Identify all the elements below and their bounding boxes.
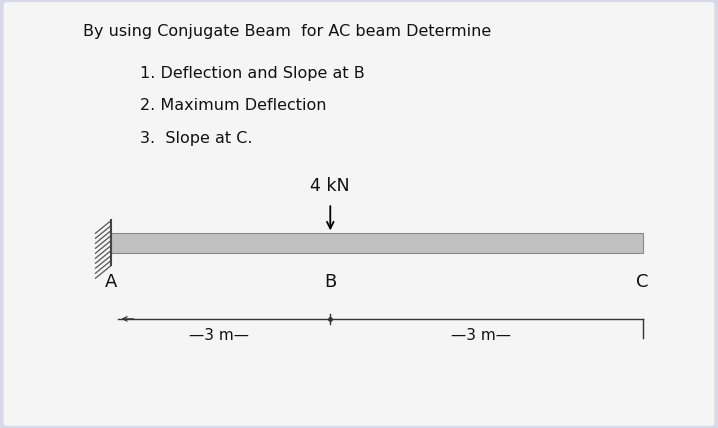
Bar: [111, 233, 643, 253]
Text: 3.  Slope at C.: 3. Slope at C.: [140, 131, 253, 146]
FancyBboxPatch shape: [4, 2, 714, 426]
Text: B: B: [324, 273, 337, 291]
Text: —3 m—: —3 m—: [189, 328, 249, 344]
Text: 4 kN: 4 kN: [310, 177, 350, 195]
Text: 2. Maximum Deflection: 2. Maximum Deflection: [140, 98, 327, 113]
Text: By using Conjugate Beam  for AC beam Determine: By using Conjugate Beam for AC beam Dete…: [83, 24, 491, 39]
Text: —3 m—: —3 m—: [451, 328, 511, 344]
Text: 1. Deflection and Slope at B: 1. Deflection and Slope at B: [140, 66, 365, 81]
Text: C: C: [636, 273, 649, 291]
Text: A: A: [105, 273, 118, 291]
